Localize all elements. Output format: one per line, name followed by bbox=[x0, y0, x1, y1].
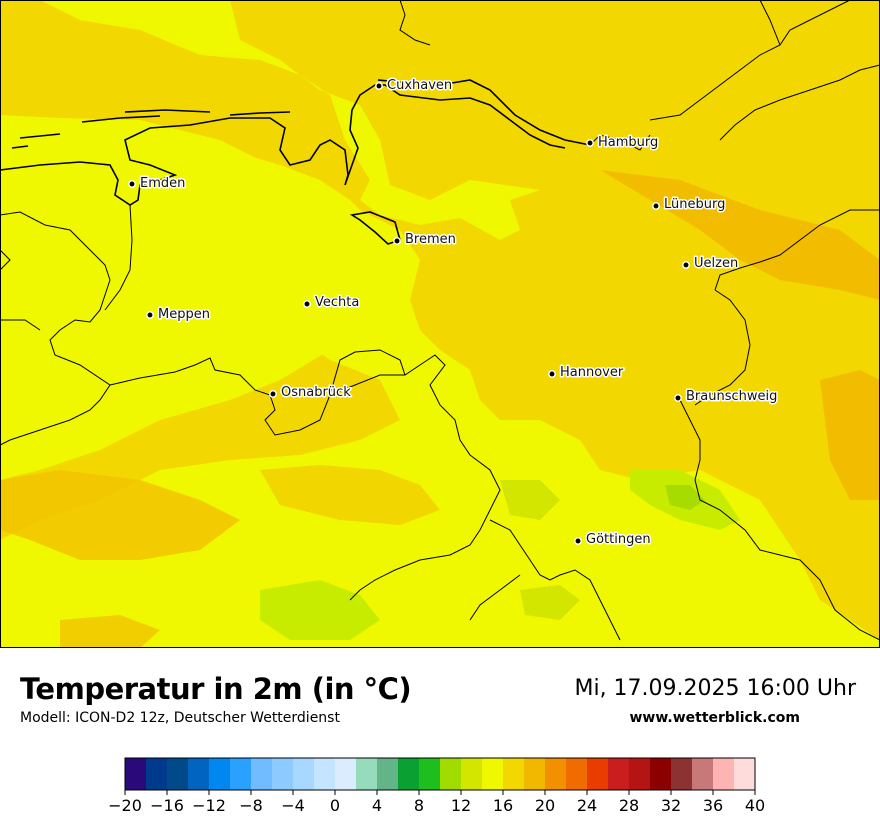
colorbar-cell bbox=[671, 758, 693, 790]
colorbar-cells bbox=[125, 758, 756, 790]
colorbar-frame bbox=[124, 757, 756, 791]
temperature-field-warm-patch-lower bbox=[260, 465, 440, 525]
colorbar-cell bbox=[713, 758, 735, 790]
colorbar-cell bbox=[230, 758, 252, 790]
colorbar-cell bbox=[461, 758, 483, 790]
colorbar-cell bbox=[209, 758, 231, 790]
colorbar-cell bbox=[251, 758, 273, 790]
colorbar-ticks: −20 −16 −12 −8 −4 0 4 8 12 16 20 24 28 32 36 40 bbox=[108, 790, 765, 815]
map-title: Temperatur in 2m (in °C) bbox=[20, 672, 412, 706]
city-emden: Emden bbox=[128, 175, 187, 193]
state-borders bbox=[0, 0, 880, 641]
city-label: Göttingen bbox=[586, 532, 651, 547]
colorbar-cell bbox=[293, 758, 315, 790]
colorbar-cell bbox=[146, 758, 168, 790]
colorbar-cell bbox=[545, 758, 567, 790]
colorbar-tick-label: −20 bbox=[108, 796, 142, 815]
valid-time: Mi, 17.09.2025 16:00 Uhr bbox=[574, 676, 856, 701]
colorbar-cell bbox=[314, 758, 336, 790]
temperature-field-warm-patch-far-east bbox=[820, 370, 880, 500]
temperature-field-warm-patch-south bbox=[60, 615, 160, 648]
city-braunschweig: Braunschweig bbox=[674, 388, 779, 406]
colorbar-cell bbox=[692, 758, 714, 790]
colorbar-cell bbox=[440, 758, 462, 790]
colorbar-tick-label: 28 bbox=[619, 796, 639, 815]
colorbar-tick-label: 16 bbox=[493, 796, 513, 815]
city-uelzen: Uelzen bbox=[682, 255, 740, 273]
colorbar-cell bbox=[629, 758, 651, 790]
city-bremen: Bremen bbox=[393, 231, 457, 249]
temperature-field-warm-patch-east bbox=[600, 170, 880, 300]
model-source: Modell: ICON-D2 12z, Deutscher Wetterdie… bbox=[20, 710, 340, 726]
colorbar-cell bbox=[398, 758, 420, 790]
city-label: Osnabrück bbox=[281, 385, 351, 400]
colorbar-cell bbox=[356, 758, 378, 790]
city-label: Braunschweig bbox=[686, 389, 777, 404]
coastline bbox=[0, 79, 591, 245]
colorbar-tick-label: 36 bbox=[703, 796, 723, 815]
colorbar-cell bbox=[482, 758, 504, 790]
city-label: Bremen bbox=[405, 232, 456, 247]
city-cuxhaven: Cuxhaven bbox=[375, 77, 454, 95]
temperature-field-cool-patch-solling bbox=[500, 480, 560, 520]
colorbar-cell bbox=[587, 758, 609, 790]
colorbar-tick-label: 32 bbox=[661, 796, 681, 815]
temperature-colorbar: −20 −16 −12 −8 −4 0 4 8 12 16 20 24 28 32 36 40 bbox=[108, 757, 765, 815]
colorbar-tick-label: 24 bbox=[577, 796, 597, 815]
colorbar-cell bbox=[650, 758, 672, 790]
colorbar-tick-label: −8 bbox=[239, 796, 263, 815]
colorbar-tick-label: 12 bbox=[451, 796, 471, 815]
city-label: Lüneburg bbox=[664, 197, 725, 212]
colorbar-cell bbox=[188, 758, 210, 790]
city-hamburg: Hamburg bbox=[586, 134, 660, 152]
colorbar-cell bbox=[167, 758, 189, 790]
colorbar-tick-label: −16 bbox=[150, 796, 184, 815]
website-link[interactable]: www.wetterblick.com bbox=[629, 710, 801, 726]
temperature-field-cool-patch-south bbox=[520, 585, 580, 620]
colorbar-cell bbox=[503, 758, 525, 790]
temperature-field-16-northwest bbox=[0, 115, 400, 480]
city-hannover: Hannover bbox=[548, 364, 625, 382]
colorbar-tick-label: −12 bbox=[192, 796, 226, 815]
colorbar-cell bbox=[608, 758, 630, 790]
city-label: Hannover bbox=[560, 365, 624, 380]
temperature-field-cool-patch-harz-core bbox=[665, 485, 705, 510]
map-footer: Temperatur in 2m (in °C) Modell: ICON-D2… bbox=[0, 648, 880, 830]
city-label: Vechta bbox=[315, 295, 359, 310]
city-meppen: Meppen bbox=[146, 306, 211, 324]
colorbar-cell bbox=[524, 758, 546, 790]
temperature-map: Cuxhaven Hamburg Emden Lüneburg Bremen U… bbox=[0, 0, 880, 648]
city-label: Cuxhaven bbox=[387, 78, 452, 93]
colorbar-cell bbox=[377, 758, 399, 790]
colorbar-cell bbox=[335, 758, 357, 790]
city-label: Hamburg bbox=[598, 135, 658, 150]
city-lueneburg: Lüneburg bbox=[652, 196, 727, 214]
temperature-field-cool-patch-southwest bbox=[260, 580, 380, 640]
colorbar-tick-label: −4 bbox=[281, 796, 305, 815]
colorbar-tick-label: 0 bbox=[330, 796, 340, 815]
colorbar-tick-label: 20 bbox=[535, 796, 555, 815]
colorbar-cell bbox=[566, 758, 588, 790]
city-goettingen: Göttingen bbox=[574, 531, 652, 549]
colorbar-cell bbox=[125, 758, 147, 790]
city-markers: Cuxhaven Hamburg Emden Lüneburg Bremen U… bbox=[128, 77, 779, 549]
colorbar-cell bbox=[734, 758, 756, 790]
city-label: Uelzen bbox=[694, 256, 738, 271]
colorbar-tick-label: 4 bbox=[372, 796, 382, 815]
colorbar-tick-label: 8 bbox=[414, 796, 424, 815]
colorbar-cell bbox=[419, 758, 441, 790]
city-label: Emden bbox=[140, 176, 185, 191]
city-vechta: Vechta bbox=[303, 294, 361, 312]
colorbar-cell bbox=[272, 758, 294, 790]
temperature-field-warm-patch-southwest bbox=[0, 470, 240, 560]
city-label: Meppen bbox=[158, 307, 210, 322]
city-osnabrueck: Osnabrück bbox=[269, 384, 353, 402]
colorbar-tick-label: 40 bbox=[745, 796, 765, 815]
